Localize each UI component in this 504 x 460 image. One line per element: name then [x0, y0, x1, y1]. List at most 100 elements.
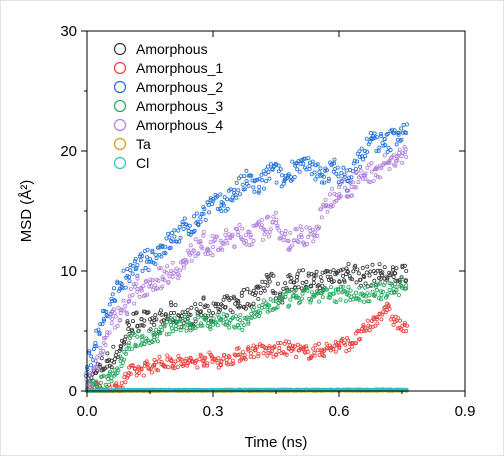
- data-point: [322, 180, 327, 185]
- data-point: [349, 175, 354, 180]
- data-point: [258, 310, 263, 315]
- data-point: [246, 319, 251, 324]
- data-point: [312, 353, 317, 358]
- data-point: [294, 227, 299, 232]
- data-point: [112, 298, 117, 303]
- data-point: [319, 278, 324, 283]
- data-point: [347, 175, 352, 180]
- data-point: [156, 278, 161, 283]
- data-point: [271, 306, 276, 311]
- data-point: [257, 284, 262, 289]
- data-point: [337, 279, 342, 284]
- data-point: [389, 290, 394, 295]
- data-point: [221, 203, 226, 208]
- data-point: [347, 347, 352, 352]
- data-point: [102, 318, 107, 323]
- data-point: [400, 263, 405, 268]
- data-point: [144, 255, 149, 260]
- data-point: [323, 204, 328, 209]
- data-point: [362, 148, 367, 153]
- data-point: [234, 195, 239, 200]
- data-point: [241, 287, 246, 292]
- data-point: [297, 268, 302, 273]
- x-tick-label: 0.0: [77, 403, 98, 420]
- data-point: [338, 194, 343, 199]
- x-tick-label: 0.3: [203, 403, 224, 420]
- data-point: [234, 226, 239, 231]
- data-point: [234, 180, 239, 185]
- data-point: [180, 310, 185, 315]
- data-point: [236, 176, 241, 181]
- data-point: [253, 348, 258, 353]
- data-point: [149, 320, 154, 325]
- data-point: [266, 350, 271, 355]
- data-point: [394, 288, 399, 293]
- data-point: [287, 247, 292, 252]
- data-point: [354, 280, 359, 285]
- data-point: [375, 321, 380, 326]
- data-point: [232, 296, 237, 301]
- data-point: [265, 164, 270, 169]
- data-point: [401, 329, 406, 334]
- data-point: [162, 278, 167, 283]
- data-point: [210, 233, 215, 238]
- data-point: [132, 259, 137, 264]
- data-point: [370, 262, 375, 267]
- data-point: [232, 187, 237, 192]
- legend-label: Amorphous_3: [136, 98, 223, 114]
- data-point: [144, 361, 149, 366]
- data-point: [123, 380, 128, 385]
- data-point: [353, 185, 358, 190]
- data-point: [361, 322, 366, 327]
- data-point: [260, 237, 265, 242]
- data-point: [273, 210, 278, 215]
- data-point: [174, 266, 179, 271]
- data-point: [202, 206, 207, 211]
- data-point: [98, 322, 103, 327]
- data-point: [257, 189, 262, 194]
- data-point: [248, 235, 253, 240]
- data-point: [115, 279, 120, 284]
- data-point: [188, 312, 193, 317]
- data-point: [312, 230, 317, 235]
- data-point: [238, 318, 243, 323]
- data-point: [109, 365, 114, 370]
- data-point: [311, 280, 316, 285]
- data-point: [201, 296, 206, 301]
- y-axis: 0 10 20 30: [60, 23, 465, 400]
- data-point: [274, 180, 279, 185]
- data-point: [158, 308, 163, 313]
- data-point: [375, 288, 380, 293]
- data-point: [252, 305, 257, 310]
- data-point: [270, 288, 275, 293]
- data-point: [143, 293, 148, 298]
- data-point: [255, 387, 260, 392]
- data-point: [112, 357, 117, 362]
- data-point: [133, 367, 138, 372]
- data-point: [152, 318, 157, 323]
- data-point: [130, 292, 135, 297]
- data-point: [364, 136, 369, 141]
- data-point: [330, 346, 335, 351]
- data-point: [119, 307, 124, 312]
- data-point: [160, 284, 165, 289]
- data-point: [150, 278, 155, 283]
- data-point: [147, 328, 152, 333]
- data-point: [278, 291, 283, 296]
- data-point: [91, 381, 96, 386]
- data-point: [143, 265, 148, 270]
- data-point: [223, 304, 228, 309]
- data-point: [151, 330, 156, 335]
- data-point: [170, 329, 175, 334]
- data-point: [306, 234, 311, 239]
- data-point: [338, 297, 343, 302]
- data-point: [109, 379, 114, 384]
- data-point: [310, 159, 315, 164]
- data-point: [378, 289, 383, 294]
- data-point: [312, 234, 317, 239]
- data-point: [126, 326, 131, 331]
- data-point: [158, 266, 163, 271]
- data-point: [177, 239, 182, 244]
- data-point: [159, 312, 164, 317]
- data-point: [110, 292, 115, 297]
